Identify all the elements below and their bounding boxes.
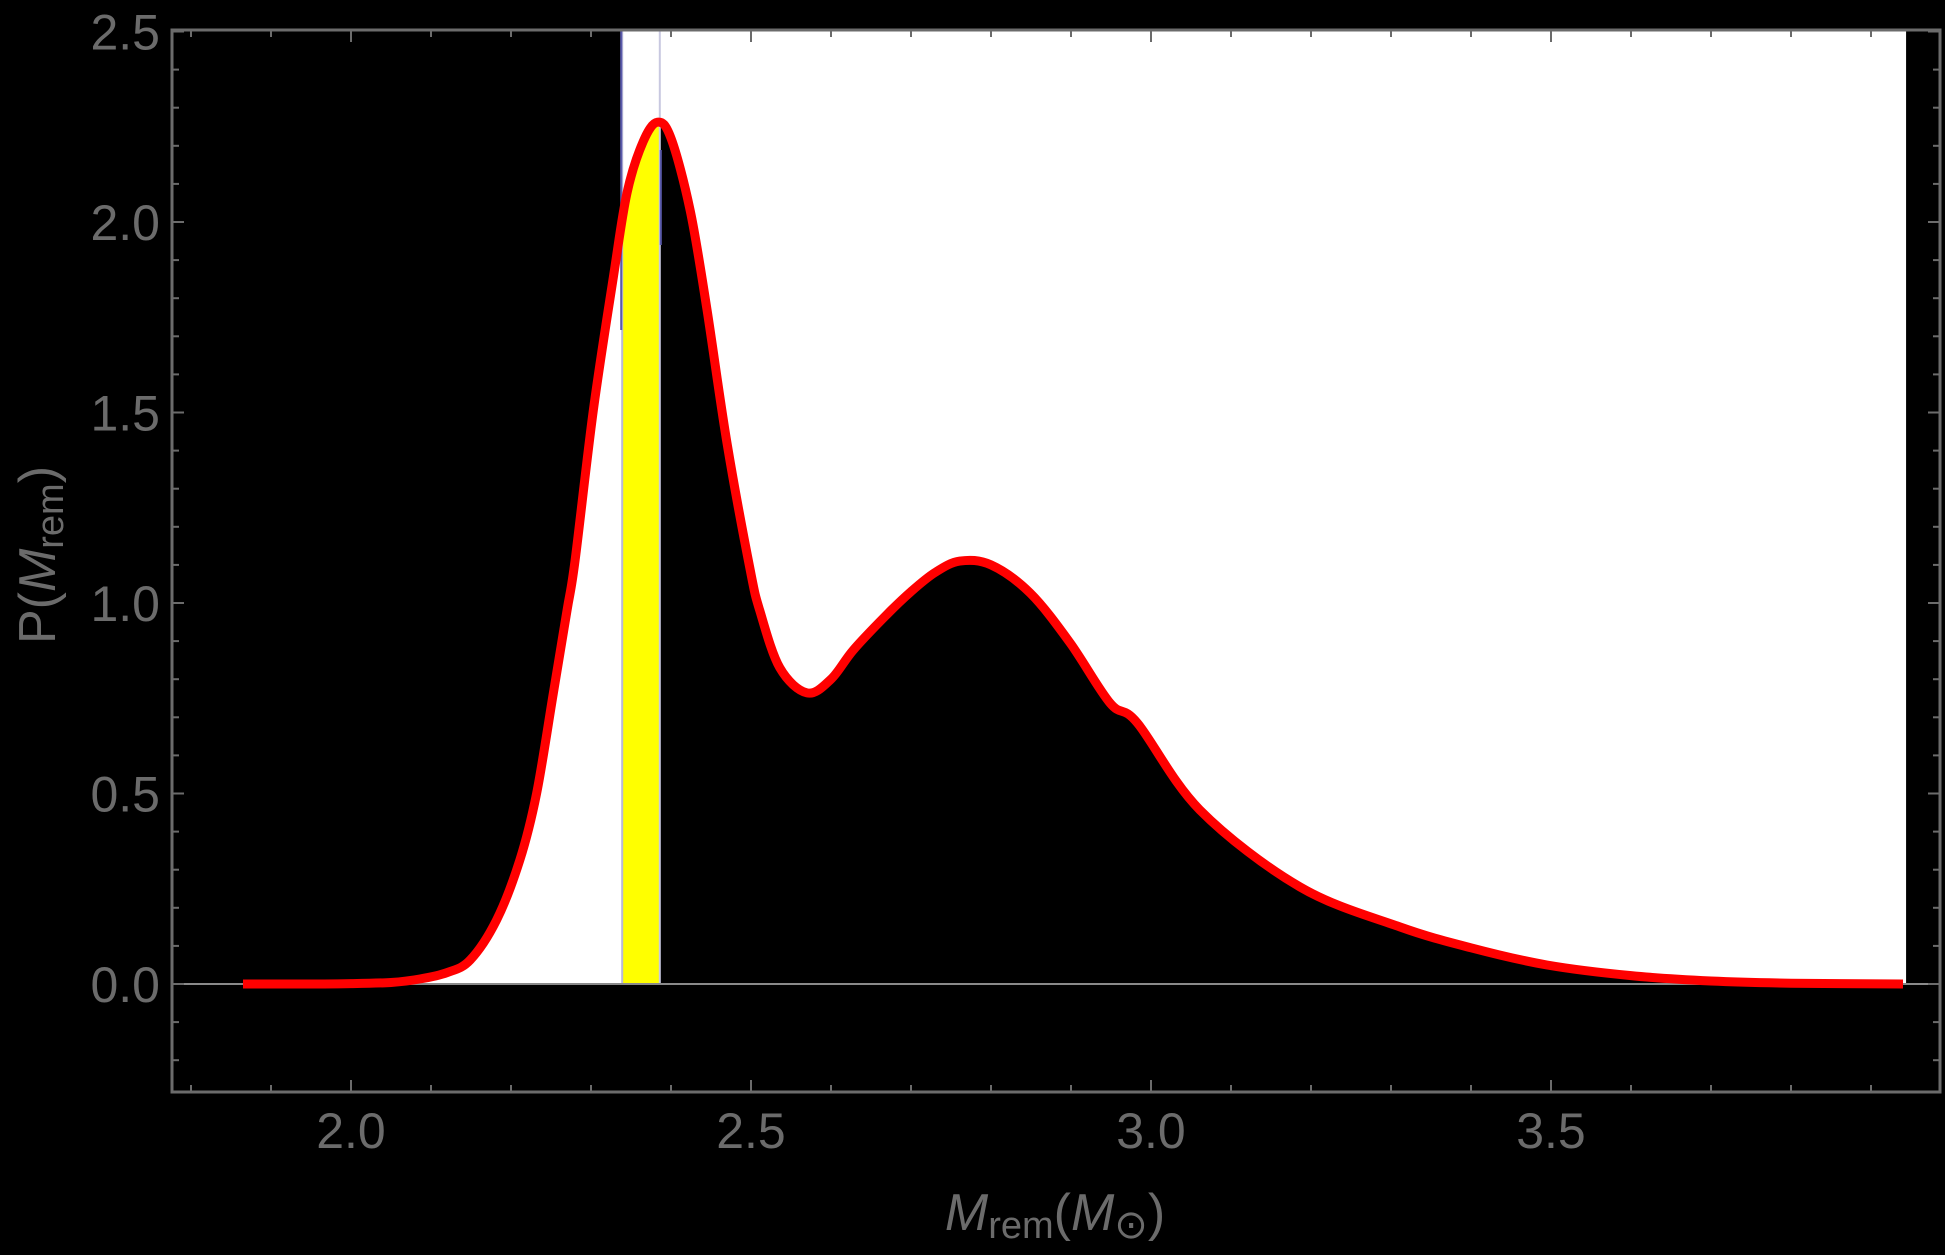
x-axis-title: Mrem(M⊙) xyxy=(945,1184,1165,1247)
x-title-sub: rem xyxy=(988,1205,1053,1247)
x-title-unit: M xyxy=(1071,1184,1115,1242)
y-tick-label: 1.5 xyxy=(90,386,160,442)
y-title-sub: rem xyxy=(30,483,72,548)
x-title-paren-open: ( xyxy=(1054,1184,1072,1242)
y-tick-label: 2.0 xyxy=(90,195,160,251)
x-title-paren-close: ) xyxy=(1148,1184,1165,1242)
x-tick-label: 3.0 xyxy=(1116,1103,1186,1159)
y-title-suffix: ) xyxy=(9,466,67,483)
highlight-band xyxy=(620,30,662,984)
y-title-prefix: P( xyxy=(9,591,67,644)
x-tick-label: 2.5 xyxy=(716,1103,786,1159)
y-title-main: M xyxy=(9,548,67,592)
y-tick-label: 0.5 xyxy=(90,767,160,823)
solar-mass-symbol: ⊙ xyxy=(1114,1203,1148,1247)
axes-frame xyxy=(170,28,1942,1094)
x-tick-label: 3.5 xyxy=(1516,1103,1586,1159)
x-axis-ticks xyxy=(190,30,1872,1092)
x-tick-label: 2.0 xyxy=(316,1103,386,1159)
y-tick-label: 1.0 xyxy=(90,576,160,632)
y-axis-tick-labels: 0.0 0.5 1.0 1.5 2.0 2.5 xyxy=(90,5,160,1014)
y-axis-title: P(Mrem) xyxy=(9,466,72,644)
y-axis-ticks xyxy=(172,30,1940,1062)
background-region xyxy=(659,30,1907,984)
density-curve xyxy=(242,117,1904,989)
x-axis-tick-labels: 2.0 2.5 3.0 3.5 xyxy=(316,1103,1586,1159)
x-title-main: M xyxy=(945,1184,989,1242)
background-regions xyxy=(191,30,1907,984)
background-region xyxy=(191,30,623,984)
y-tick-label: 2.5 xyxy=(90,5,160,61)
y-tick-label: 0.0 xyxy=(90,957,160,1013)
